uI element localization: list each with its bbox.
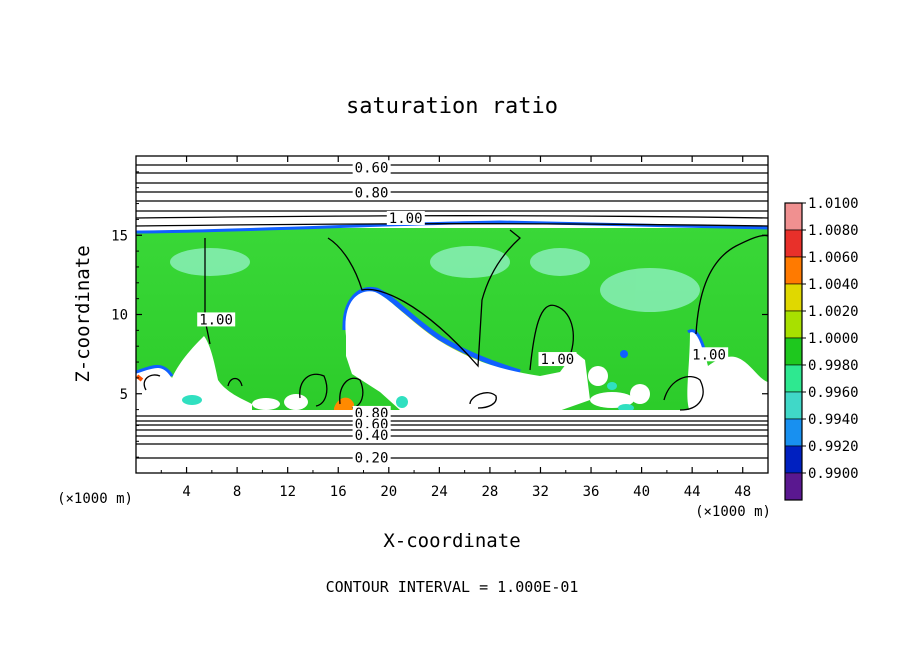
- colorbar-swatch: [784, 310, 803, 339]
- x-tick-label: 16: [330, 484, 347, 500]
- contours: [136, 164, 768, 459]
- contour-label-bg: [538, 352, 577, 367]
- contour-label-bg: [386, 210, 425, 225]
- colorbar-label: 1.0060: [808, 250, 859, 266]
- chart-title: saturation ratio: [346, 94, 558, 119]
- x-axis-ticks: 4 8 12 16 20 24 28 32 36 40 44 48: [160, 156, 751, 500]
- x-tick-label: 20: [380, 484, 397, 500]
- x-tick-label: 36: [583, 484, 600, 500]
- colorbar-label: 1.0000: [808, 331, 859, 347]
- colorbar-swatch: [784, 364, 803, 393]
- left-red-rim: [136, 374, 144, 382]
- contour-label-bg: [352, 160, 391, 175]
- x-axis-unit: (×1000 m): [695, 504, 771, 520]
- cyan-patches: [170, 246, 700, 312]
- x-tick-label: 4: [182, 484, 190, 500]
- contour-label-bg: [352, 405, 391, 420]
- left-cyan-rim: [136, 365, 174, 377]
- colorbar-label: 1.0100: [808, 196, 859, 212]
- colorbar: 1.0100 1.0080 1.0060 1.0040 1.0020 1.0000 0.99…: [784, 196, 859, 501]
- x-tick-label: 44: [684, 484, 701, 500]
- y-tick-label: 5: [120, 387, 128, 403]
- x-tick-label: 12: [279, 484, 296, 500]
- contour-label: 0.40: [355, 428, 389, 444]
- contour-label-bg: [352, 417, 391, 432]
- lower-layer: [136, 410, 768, 473]
- y-axis-unit: (×1000 m): [57, 491, 133, 507]
- y-axis-label: Z-coordinate: [72, 245, 94, 382]
- y-tick-label: 10: [111, 308, 128, 324]
- contour-label: 1.00: [199, 312, 233, 328]
- colorbar-frame: [784, 202, 803, 501]
- right-plume: [687, 329, 768, 412]
- colorbar-label: 0.9980: [808, 358, 859, 374]
- colorbar-swatch: [784, 256, 803, 285]
- blue-cell: [620, 350, 628, 358]
- colorbar-label: 1.0020: [808, 304, 859, 320]
- colorbar-swatch: [784, 445, 803, 474]
- x-tick-label: 48: [734, 484, 751, 500]
- contour-label: 1.00: [540, 352, 574, 368]
- colorbar-label: 1.0080: [808, 223, 859, 239]
- y-tick-label: 15: [111, 228, 128, 244]
- contour-label-bg: [352, 450, 391, 465]
- contour-label: 1.00: [692, 347, 726, 363]
- colorbar-swatch: [784, 472, 803, 501]
- contour-labels: 0.600.801.001.001.00 1.000.800.600.400.20: [197, 160, 729, 466]
- contour-label: 1.00: [389, 211, 423, 227]
- colorbar-swatch: [784, 229, 803, 258]
- contour-label-bg: [690, 347, 729, 362]
- colorbar-swatch: [784, 418, 803, 447]
- contour-label-bg: [197, 312, 236, 327]
- contour-label-bg: [352, 185, 391, 200]
- x-axis-label: X-coordinate: [383, 530, 520, 552]
- plot-area: [136, 156, 768, 473]
- contour-label: 0.80: [355, 186, 389, 202]
- plume-rim: [342, 286, 521, 375]
- x-tick-label: 32: [532, 484, 549, 500]
- left-plume: [136, 336, 252, 412]
- y-axis-ticks: 5 10 15: [111, 171, 768, 458]
- orange-cell: [334, 397, 354, 412]
- colorbar-swatch: [784, 202, 803, 231]
- contour-interval-note: CONTOUR INTERVAL = 1.000E-01: [326, 578, 579, 596]
- contour-label: 0.60: [355, 160, 389, 176]
- colorbar-label: 0.9900: [808, 466, 859, 482]
- colorbar-label: 1.0040: [808, 277, 859, 293]
- green-layer: [136, 222, 768, 410]
- colorbar-label: 0.9920: [808, 439, 859, 455]
- contour-label: 0.20: [355, 450, 389, 466]
- colorbar-swatch: [784, 391, 803, 420]
- x-tick-label: 24: [431, 484, 448, 500]
- x-tick-label: 40: [633, 484, 650, 500]
- small-cells: [252, 366, 650, 410]
- colorbar-swatch: [784, 283, 803, 312]
- central-plume: [345, 291, 590, 412]
- colorbar-label: 0.9940: [808, 412, 859, 428]
- x-tick-label: 8: [233, 484, 241, 500]
- x-tick-label: 28: [481, 484, 498, 500]
- colorbar-label: 0.9960: [808, 385, 859, 401]
- tropopause-rim: [136, 220, 768, 234]
- contour-label-bg: [352, 428, 391, 443]
- colorbar-swatch: [784, 337, 803, 366]
